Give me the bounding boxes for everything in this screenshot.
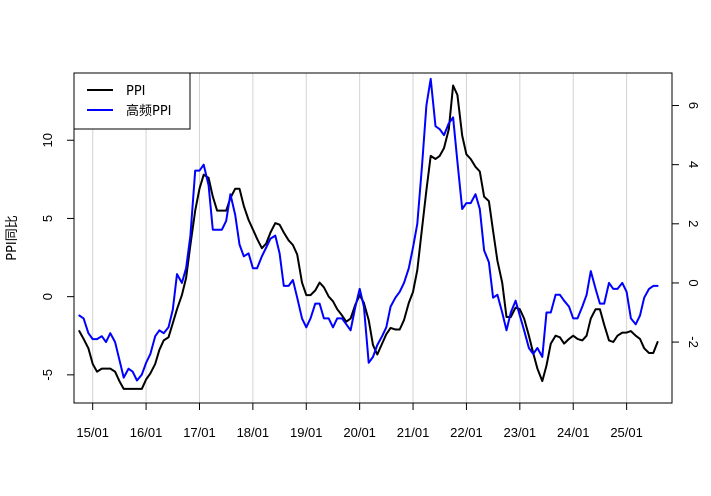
x-tick-label: 20/01 xyxy=(343,425,376,440)
x-tick-label: 18/01 xyxy=(237,425,270,440)
y-axis-left: -5 0 5 10 xyxy=(40,133,74,381)
y-right-tick-label: 2 xyxy=(686,220,701,227)
x-tick-label: 25/01 xyxy=(610,425,643,440)
y-right-tick-label: 0 xyxy=(686,279,701,286)
y-right-tick-label: 6 xyxy=(686,102,701,109)
x-tick-label: 15/01 xyxy=(76,425,109,440)
legend: PPI 高频PPI xyxy=(73,72,191,130)
y-right-tick-label: -2 xyxy=(686,336,701,348)
y-left-tick-label: 5 xyxy=(40,215,55,222)
plot-frame xyxy=(73,72,673,404)
x-tick-label: 23/01 xyxy=(504,425,537,440)
series-line-high-freq-ppi xyxy=(78,77,659,382)
legend-label: 高频PPI xyxy=(126,103,172,119)
y-left-tick-label: 10 xyxy=(40,133,55,147)
x-gridlines xyxy=(92,73,628,403)
x-tick-label: 19/01 xyxy=(290,425,323,440)
x-tick-label: 21/01 xyxy=(397,425,430,440)
legend-box xyxy=(73,72,191,130)
y-left-tick-label: 0 xyxy=(40,293,55,300)
x-axis: 15/01 16/01 17/01 18/01 19/01 20/01 21/01 22/01… xyxy=(76,403,643,440)
y-axis-right: -2 0 2 4 6 xyxy=(672,102,701,348)
x-tick-label: 24/01 xyxy=(557,425,590,440)
y-right-tick-label: 4 xyxy=(686,161,701,168)
data-series xyxy=(78,77,659,390)
legend-label: PPI xyxy=(126,84,146,99)
y-axis-title: PPI同比 xyxy=(5,215,20,261)
series-line-ppi xyxy=(78,84,659,390)
y-left-tick-label: -5 xyxy=(40,369,55,381)
x-tick-label: 17/01 xyxy=(183,425,216,440)
x-tick-label: 22/01 xyxy=(450,425,483,440)
x-tick-label: 16/01 xyxy=(130,425,163,440)
